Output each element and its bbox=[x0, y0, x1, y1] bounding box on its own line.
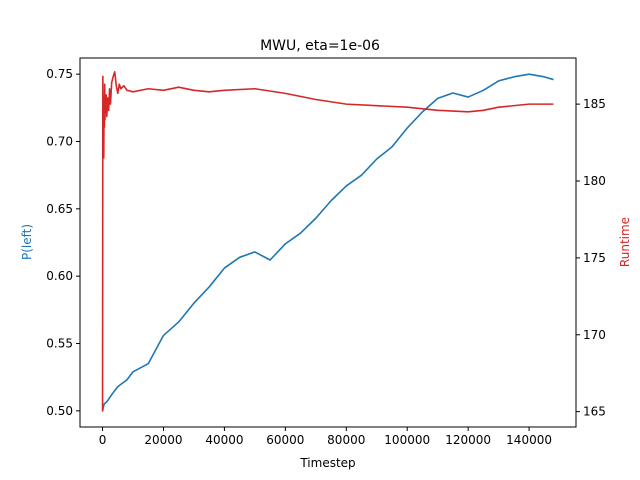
x-tick-label: 40000 bbox=[205, 433, 243, 447]
x-tick-label: 60000 bbox=[266, 433, 304, 447]
y-axis-left: 0.50 0.55 0.60 0.65 0.70 0.75 bbox=[46, 67, 80, 418]
plot-lines bbox=[101, 71, 554, 412]
x-tick-label: 120000 bbox=[445, 433, 491, 447]
p-left-series-line bbox=[101, 73, 554, 412]
x-tick-label: 140000 bbox=[506, 433, 552, 447]
x-axis: 0 20000 40000 60000 80000 100000 120000 140000 bbox=[99, 427, 552, 447]
y-right-tick-label: 175 bbox=[583, 251, 606, 265]
y-right-tick-label: 165 bbox=[583, 405, 606, 419]
plot-frame bbox=[79, 57, 577, 428]
y-axis-left-label: P(left) bbox=[20, 224, 34, 260]
y-left-tick-label: 0.75 bbox=[46, 67, 73, 81]
y-left-tick-label: 0.50 bbox=[46, 404, 73, 418]
y-right-tick-label: 180 bbox=[583, 174, 606, 188]
y-axis-right-label: Runtime bbox=[618, 217, 632, 267]
runtime-series-line bbox=[101, 71, 554, 412]
chart-title: MWU, eta=1e-06 bbox=[260, 38, 380, 54]
x-tick-label: 80000 bbox=[327, 433, 365, 447]
y-left-tick-label: 0.70 bbox=[46, 134, 73, 148]
y-left-tick-label: 0.55 bbox=[46, 337, 73, 351]
x-tick-label: 100000 bbox=[384, 433, 430, 447]
y-right-tick-label: 185 bbox=[583, 97, 606, 111]
x-tick-label: 0 bbox=[99, 433, 107, 447]
x-tick-label: 20000 bbox=[144, 433, 182, 447]
y-left-tick-label: 0.60 bbox=[46, 269, 73, 283]
y-axis-right: 165 170 175 180 185 bbox=[576, 97, 606, 419]
y-left-tick-label: 0.65 bbox=[46, 202, 73, 216]
x-axis-label: Timestep bbox=[299, 456, 355, 470]
y-right-tick-label: 170 bbox=[583, 328, 606, 342]
